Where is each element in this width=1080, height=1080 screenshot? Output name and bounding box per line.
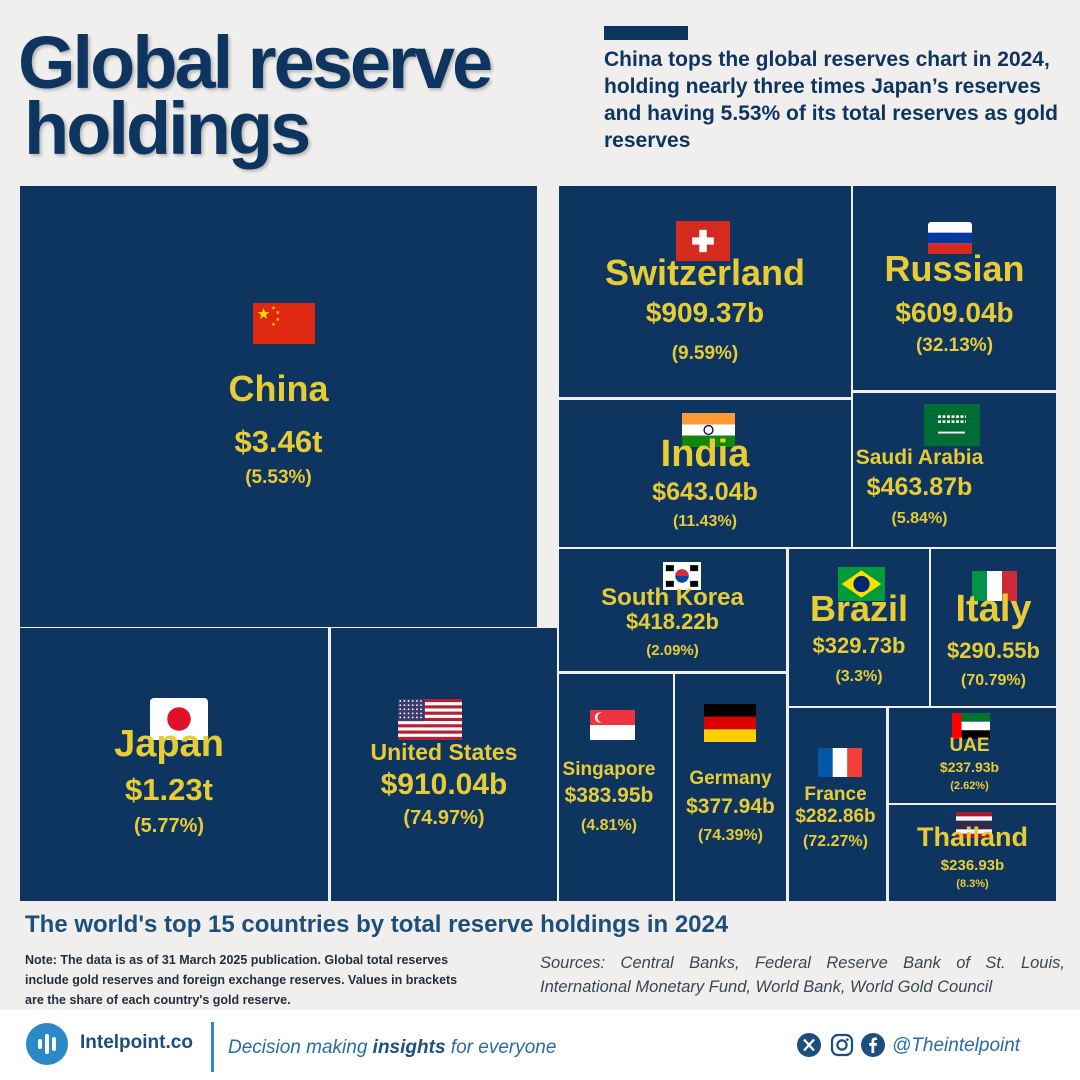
tile-gold-share: (32.13%) [915,335,994,357]
tile-gold-share: (5.53%) [245,467,312,489]
treemap-tile-singapore: Singapore $383.95b (4.81%) [559,674,673,901]
x-twitter-icon[interactable] [797,1033,821,1057]
tile-value: $282.86b [795,806,876,828]
tile-country-name: Russian [884,248,1025,290]
tagline-bold: insights [372,1037,446,1058]
treemap-tile-russian: Russian $609.04b (32.13%) [853,186,1056,390]
japan-flag-icon [150,698,208,740]
tile-country-name: Switzerland [604,252,806,294]
treemap-tile-thailand: Thailand $236.93b (8.3%) [889,805,1056,901]
treemap-tile-italy: Italy $290.55b (70.79%) [931,549,1056,706]
tile-value: $329.73b [812,633,906,659]
india-flag-icon [682,413,735,447]
sources-text: Sources: Central Banks, Federal Reserve … [540,954,1065,996]
tile-value: $3.46t [234,424,323,460]
tile-country-name: Germany [689,768,772,790]
tile-country-name: China [228,368,329,410]
tile-gold-share: (2.09%) [646,642,699,660]
tagline: Decision making insights for everyone [228,1037,556,1059]
south-korea-flag-icon [663,562,701,590]
treemap-tile-uae: UAE $237.93b (2.62%) [889,708,1056,803]
tile-country-name: UAE [949,735,990,757]
treemap-tile-united-states: United States $910.04b (74.97%) [331,628,557,901]
tile-gold-share: (9.59%) [671,343,739,365]
tile-value: $643.04b [652,477,758,506]
brand-name[interactable]: Intelpoint.co [80,1032,193,1053]
treemap-tile-germany: Germany $377.94b (74.39%) [675,674,786,901]
subtitle: China tops the global reserves chart in … [604,48,1058,152]
tile-country-name: Singapore [562,759,656,781]
tile-gold-share: (2.62%) [950,779,989,792]
treemap-tile-brazil: Brazil $329.73b (3.3%) [789,549,929,706]
switzerland-flag-icon [676,221,730,261]
italy-flag-icon [972,571,1017,601]
germany-flag-icon [704,704,756,742]
tile-country-name: France [804,784,867,806]
tile-country-name: Brazil [809,588,909,630]
tile-gold-share: (74.39%) [698,826,763,844]
tile-gold-share: (70.79%) [961,671,1026,689]
thailand-flag-icon [956,812,992,838]
brazil-flag-icon [838,567,885,601]
russia-flag-icon [928,222,972,254]
social-handle[interactable]: @Theintelpoint [892,1035,1021,1056]
tile-country-name: United States [370,738,518,765]
us-flag-icon [398,699,462,740]
tile-gold-share: (72.27%) [803,832,868,850]
singapore-flag-icon [590,710,635,740]
page-title: Global reserve holdings [18,21,493,170]
china-flag-icon [253,303,315,344]
tile-country-name: India [660,433,750,476]
footer: Intelpoint.co Decision making insights f… [0,1010,1080,1080]
tile-value: $418.22b [626,609,719,635]
tile-country-name: Thailand [916,822,1028,853]
tile-country-name: Saudi Arabia [855,445,984,469]
uae-flag-icon [952,713,990,739]
tile-gold-share: (8.3%) [956,877,989,890]
treemap-tile-france: France $282.86b (72.27%) [789,708,886,901]
treemap-tile-india: India $643.04b (11.43%) [559,400,851,547]
tile-value: $237.93b [939,758,1000,775]
tagline-post: for everyone [445,1037,557,1058]
tile-country-name: South Korea [601,584,744,612]
chart-caption: The world's top 15 countries by total re… [25,911,729,938]
saudi-arabia-flag-icon [924,404,980,446]
tile-value: $236.93b [940,857,1005,875]
tile-gold-share: (11.43%) [672,512,738,530]
tile-gold-share: (5.77%) [133,814,205,837]
tile-country-name: Italy [955,588,1032,631]
treemap-tile-switzerland: Switzerland $909.37b (9.59%) [559,186,851,397]
tagline-pre: Decision making [228,1037,373,1058]
treemap-tile-saudi-arabia: Saudi Arabia $463.87b (5.84%) [853,393,1056,547]
title-line-2: holdings [24,87,311,170]
footer-divider [211,1022,214,1072]
tile-gold-share: (4.81%) [580,816,638,834]
data-note: Note: The data is as of 31 March 2025 pu… [25,953,458,1007]
tile-value: $609.04b [895,296,1014,328]
instagram-icon[interactable] [830,1033,854,1057]
tile-value: $1.23t [125,772,213,808]
intelpoint-logo-icon[interactable] [26,1023,68,1065]
header-accent-bar [604,26,688,40]
facebook-icon[interactable] [861,1033,885,1057]
tile-gold-share: (5.84%) [891,509,948,527]
tile-value: $910.04b [380,767,508,801]
tile-value: $909.37b [645,296,765,328]
treemap-tile-south-korea: South Korea $418.22b (2.09%) [559,549,786,671]
tile-value: $383.95b [564,783,654,807]
tile-value: $377.94b [686,794,775,818]
treemap-tile-japan: Japan $1.23t (5.77%) [20,628,328,901]
tile-value: $463.87b [866,472,973,501]
tile-value: $290.55b [947,638,1040,664]
france-flag-icon [818,748,862,777]
title-line-1: Global reserve [18,21,493,104]
tile-gold-share: (3.3%) [835,667,883,685]
treemap-tile-china: China $3.46t (5.53%) [20,186,537,627]
tile-country-name: Japan [114,723,224,766]
tile-gold-share: (74.97%) [403,806,485,829]
